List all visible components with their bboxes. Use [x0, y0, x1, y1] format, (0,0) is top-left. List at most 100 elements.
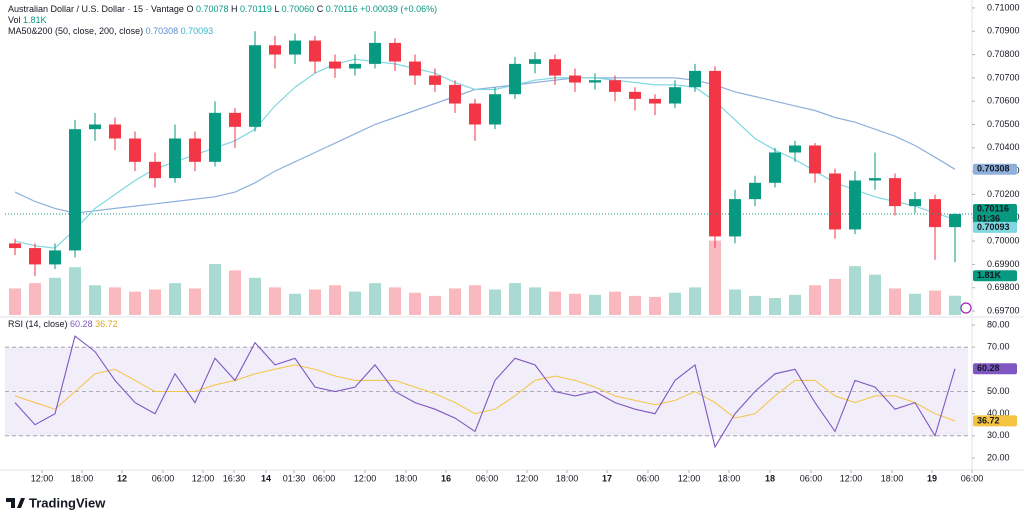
last-price-badge: [973, 204, 1017, 225]
y-tick-label: 0.70700: [987, 72, 1020, 82]
volume-bar: [689, 287, 701, 315]
volume-bar: [149, 289, 161, 315]
candle-body: [289, 40, 301, 55]
x-tick-label: 12:00: [31, 473, 54, 483]
volume-bar: [49, 277, 61, 315]
candle-body: [149, 161, 161, 179]
volume-badge: [973, 270, 1017, 282]
volume-bar: [809, 285, 821, 315]
header-line: Vol 1.81K: [8, 15, 47, 25]
volume-bar: [949, 295, 961, 315]
rsi-value: 60.28: [70, 319, 93, 329]
volume-bar: [549, 291, 561, 315]
candle-body: [949, 214, 961, 228]
candle-body: [429, 75, 441, 85]
logo-icon: [6, 498, 25, 508]
y-tick-label: 0.71000: [987, 2, 1020, 12]
volume-bar: [429, 295, 441, 315]
x-tick-label: 06:00: [800, 473, 823, 483]
volume-bar: [449, 288, 461, 315]
candle-body: [9, 243, 21, 249]
rsi-y-tick-label: 40.00: [987, 408, 1010, 418]
candle-body: [69, 129, 81, 251]
rsi-badge: [973, 363, 1017, 375]
settings-icon[interactable]: [960, 302, 972, 314]
candle-body: [129, 138, 141, 162]
y-tick-label: 0.69700: [987, 305, 1020, 315]
candle-body: [229, 112, 241, 127]
x-tick-label: 12: [117, 473, 127, 483]
x-tick-label: 18:00: [556, 473, 579, 483]
candle-body: [269, 45, 281, 55]
rsi-y-tick-label: 80.00: [987, 319, 1010, 329]
candle-body: [929, 199, 941, 228]
candle-body: [549, 59, 561, 76]
ma50-value: 0.70093: [181, 26, 214, 36]
volume-bar: [309, 289, 321, 315]
rsi-ma-badge: [973, 415, 1017, 427]
y-tick-label: 0.70600: [987, 96, 1020, 106]
rsi-ma-value: 36.72: [95, 319, 118, 329]
volume-bar: [569, 293, 581, 315]
ma200-badge-label: 0.70308: [977, 164, 1010, 174]
candle-body: [729, 199, 741, 237]
volume-bar: [349, 291, 361, 315]
volume-bar: [869, 274, 881, 315]
volume-bar: [649, 296, 661, 315]
candle-body: [449, 84, 461, 104]
candle-body: [489, 94, 501, 125]
candle-body: [649, 98, 661, 104]
ma200-value: 0.70308: [146, 26, 179, 36]
x-tick-label: 18:00: [71, 473, 94, 483]
volume-bar: [89, 285, 101, 315]
volume-bar: [169, 283, 181, 315]
candle-body: [909, 199, 921, 207]
volume-bar: [29, 283, 41, 315]
x-tick-label: 16:30: [223, 473, 246, 483]
x-tick-label: 12:00: [192, 473, 215, 483]
x-tick-label: 16: [441, 473, 451, 483]
candle-body: [209, 112, 221, 162]
header-line: RSI (14, close) 60.28 36.72: [8, 319, 118, 329]
candle-body: [249, 45, 261, 127]
x-tick-label: 06:00: [961, 473, 984, 483]
volume-bar: [849, 266, 861, 315]
last-price-badge-label: 01:36: [977, 213, 1000, 223]
volume-bar: [589, 294, 601, 315]
candle-body: [329, 61, 341, 69]
volume-bar: [729, 289, 741, 315]
x-tick-label: 18:00: [718, 473, 741, 483]
volume-bar: [529, 287, 541, 315]
volume-bar: [509, 283, 521, 315]
y-tick-label: 0.70500: [987, 119, 1020, 129]
x-tick-label: 06:00: [476, 473, 499, 483]
x-tick-label: 12:00: [840, 473, 863, 483]
rsi-ma-line: [14, 364, 956, 422]
candle-body: [409, 61, 421, 76]
rsi-y-tick-label: 20.00: [987, 452, 1010, 462]
volume-badge-label: 1.81K: [977, 270, 1002, 280]
y-tick-label: 0.70000: [987, 235, 1020, 245]
candle-body: [629, 91, 641, 99]
logo-text: TradingView: [29, 495, 106, 510]
moving-average: [14, 77, 956, 214]
ohlc-label: C: [317, 4, 324, 14]
candle-body: [309, 40, 321, 62]
volume-bar: [369, 283, 381, 315]
volume-bar: [109, 287, 121, 315]
x-tick-label: 17: [602, 473, 612, 483]
ohlc-value: 0.70078: [196, 4, 229, 14]
y-tick-label: 0.70900: [987, 26, 1020, 36]
candle-body: [509, 63, 521, 95]
y-tick-label: 0.69800: [987, 282, 1020, 292]
candle-body: [869, 178, 881, 181]
candle-body: [29, 248, 41, 265]
volume-bar: [489, 289, 501, 315]
ma200-badge: [973, 163, 1017, 175]
candle-body: [469, 103, 481, 125]
candle-body: [389, 42, 401, 62]
candle-body: [809, 145, 821, 174]
candle-body: [709, 70, 721, 237]
y-tick-label: 0.69900: [987, 259, 1020, 269]
